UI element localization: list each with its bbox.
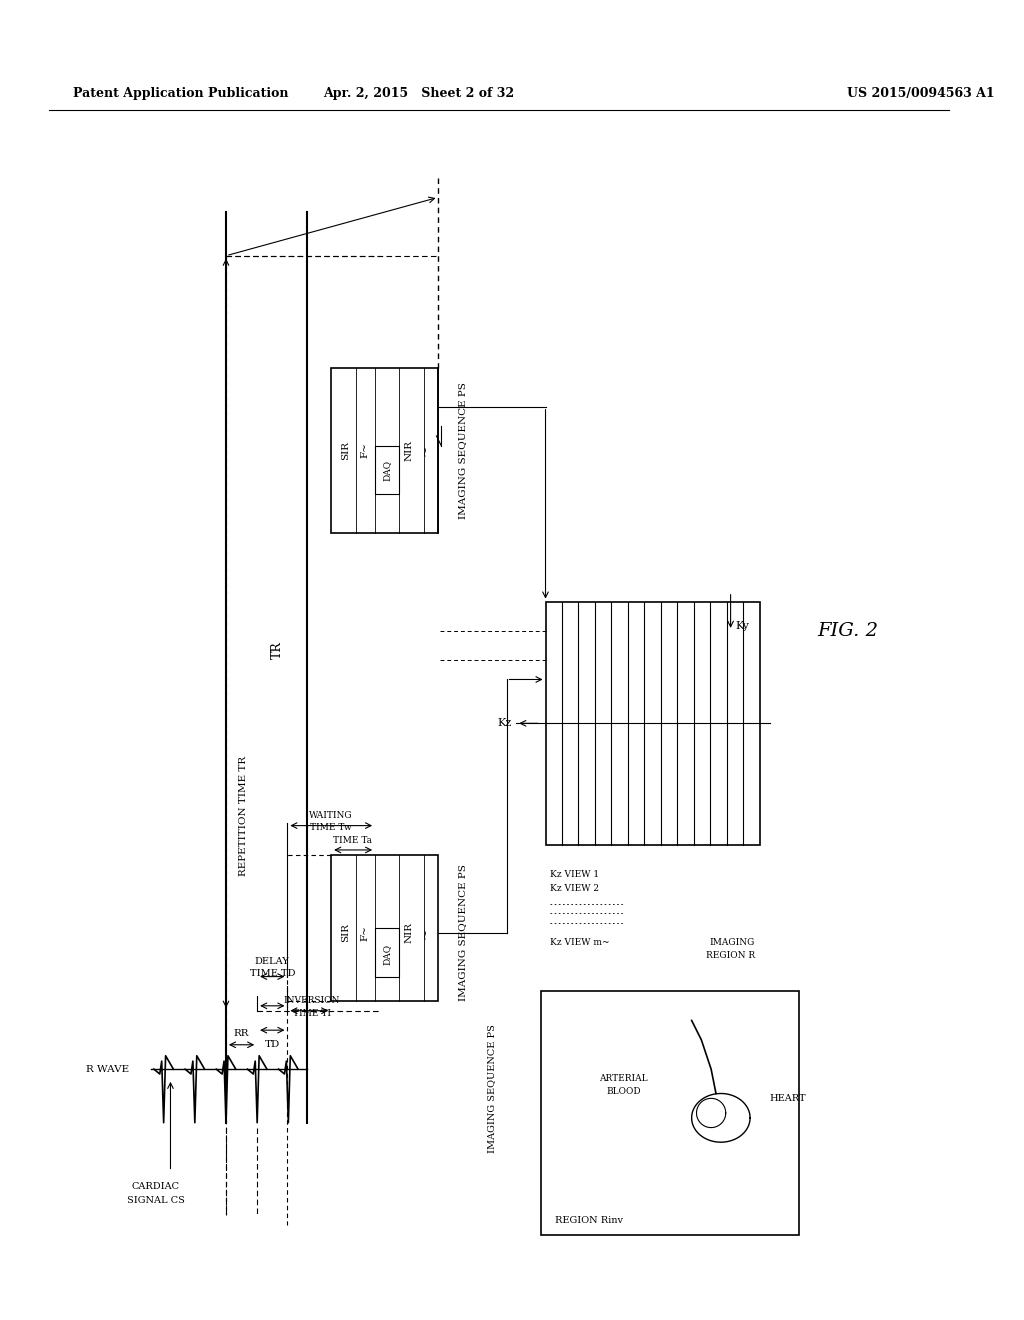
- Text: Kz VIEW m~: Kz VIEW m~: [550, 939, 610, 946]
- Text: ARTERIAL: ARTERIAL: [599, 1074, 648, 1084]
- Text: NIR: NIR: [404, 440, 414, 461]
- Text: FIG. 2: FIG. 2: [817, 622, 878, 640]
- Bar: [541, 991, 799, 1234]
- Text: INVERSION: INVERSION: [284, 997, 340, 1006]
- Text: DELAY: DELAY: [255, 957, 290, 966]
- Text: Kz: Kz: [498, 718, 511, 729]
- Text: DAQ: DAQ: [382, 459, 391, 480]
- Text: REGION R: REGION R: [706, 950, 755, 960]
- Text: US 2015/0094563 A1: US 2015/0094563 A1: [848, 87, 995, 99]
- Text: IMAGING SEQUENCE PS: IMAGING SEQUENCE PS: [487, 1024, 496, 1154]
- Text: TR: TR: [271, 642, 284, 659]
- Text: TIME Ta: TIME Ta: [333, 836, 372, 845]
- Text: SIGNAL CS: SIGNAL CS: [127, 1196, 184, 1205]
- Bar: [546, 602, 760, 845]
- Text: BLOOD: BLOOD: [606, 1088, 641, 1096]
- Bar: [331, 368, 438, 533]
- Text: NIR: NIR: [404, 923, 414, 944]
- Text: ~: ~: [419, 927, 433, 939]
- Text: IMAGING SEQUENCE PS: IMAGING SEQUENCE PS: [458, 381, 467, 519]
- Bar: [375, 928, 399, 977]
- Text: SIR: SIR: [341, 923, 350, 942]
- Text: TIME TI: TIME TI: [293, 1008, 331, 1018]
- Bar: [375, 446, 399, 495]
- Text: TIME Tw: TIME Tw: [310, 824, 352, 832]
- Bar: [331, 855, 438, 1001]
- Text: TD: TD: [265, 1040, 281, 1049]
- Text: F~: F~: [360, 925, 370, 941]
- Text: RR: RR: [233, 1028, 249, 1038]
- Text: Apr. 2, 2015   Sheet 2 of 32: Apr. 2, 2015 Sheet 2 of 32: [324, 87, 514, 99]
- Text: Kz VIEW 1: Kz VIEW 1: [550, 870, 599, 879]
- Text: HEART: HEART: [770, 1094, 806, 1104]
- Text: Ky: Ky: [735, 620, 750, 631]
- Text: ~: ~: [419, 445, 433, 457]
- Text: F~: F~: [360, 442, 370, 458]
- Text: Patent Application Publication: Patent Application Publication: [73, 87, 289, 99]
- Text: IMAGING: IMAGING: [710, 939, 755, 946]
- Text: DAQ: DAQ: [382, 944, 391, 965]
- Text: Kz VIEW 2: Kz VIEW 2: [550, 884, 599, 894]
- Text: REPETITION TIME TR: REPETITION TIME TR: [239, 756, 248, 876]
- Text: REGION Rinv: REGION Rinv: [555, 1216, 624, 1225]
- Text: R WAVE: R WAVE: [86, 1065, 130, 1073]
- Text: WAITING: WAITING: [309, 812, 353, 820]
- Text: IMAGING SEQUENCE PS: IMAGING SEQUENCE PS: [458, 865, 467, 1001]
- Text: CARDIAC: CARDIAC: [132, 1181, 180, 1191]
- Text: TIME TD: TIME TD: [250, 969, 295, 978]
- Text: SIR: SIR: [341, 441, 350, 461]
